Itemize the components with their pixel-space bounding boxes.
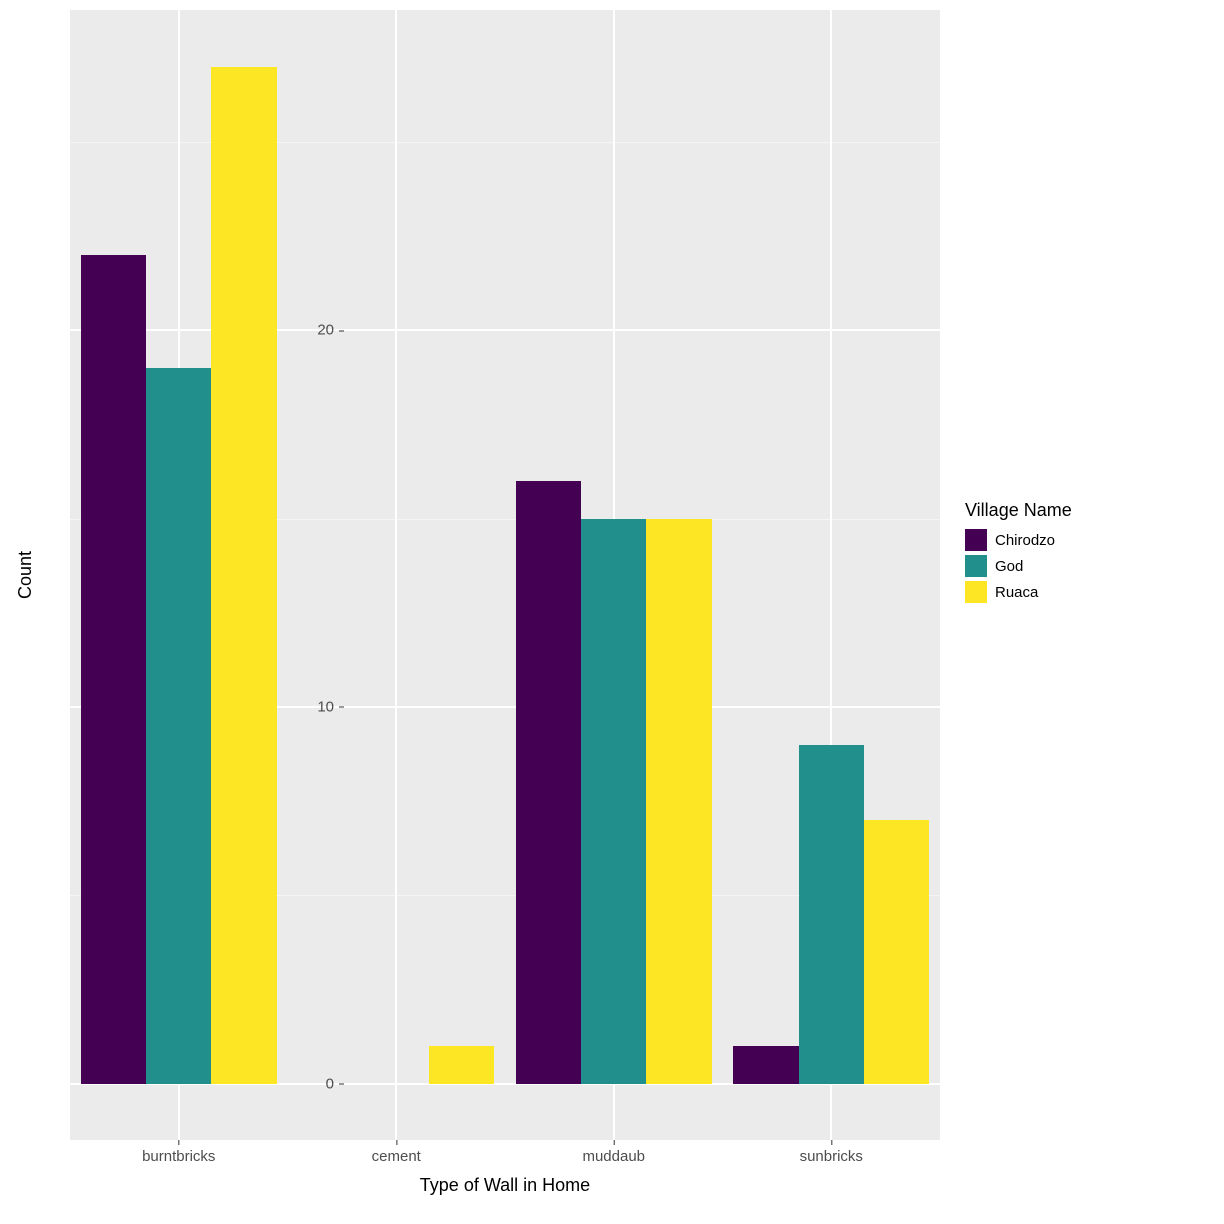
legend: Village Name Chirodzo God Ruaca	[965, 500, 1072, 607]
grid-line-v	[395, 10, 397, 1140]
bar	[799, 745, 864, 1084]
legend-title: Village Name	[965, 500, 1072, 521]
bar	[211, 67, 276, 1084]
x-tick-label: sunbricks	[800, 1148, 863, 1165]
y-axis-label: Count	[15, 551, 36, 599]
bar	[864, 820, 929, 1084]
legend-swatch	[965, 529, 987, 551]
bar	[646, 519, 711, 1084]
y-tick-label: 0	[284, 1075, 334, 1092]
legend-item: Ruaca	[965, 581, 1072, 603]
y-tick-label: 20	[284, 322, 334, 339]
chart-container: Count Type of Wall in Home Village Name …	[70, 10, 1214, 1170]
x-tick-label: cement	[372, 1148, 421, 1165]
x-tick-label: muddaub	[582, 1148, 645, 1165]
legend-label: Ruaca	[995, 584, 1038, 601]
bar	[429, 1046, 494, 1084]
x-tick-label: burntbricks	[142, 1148, 215, 1165]
grid-line-h-minor	[70, 142, 940, 143]
bar	[733, 1046, 798, 1084]
legend-swatch	[965, 555, 987, 577]
legend-label: Chirodzo	[995, 532, 1055, 549]
bar	[146, 368, 211, 1084]
grid-line-h	[70, 329, 940, 331]
bar	[581, 519, 646, 1084]
legend-item: Chirodzo	[965, 529, 1072, 551]
legend-item: God	[965, 555, 1072, 577]
y-tick-label: 10	[284, 698, 334, 715]
x-axis-label: Type of Wall in Home	[420, 1175, 590, 1196]
plot-panel	[70, 10, 940, 1140]
legend-swatch	[965, 581, 987, 603]
bar	[516, 481, 581, 1084]
bar	[81, 255, 146, 1084]
legend-label: God	[995, 558, 1023, 575]
